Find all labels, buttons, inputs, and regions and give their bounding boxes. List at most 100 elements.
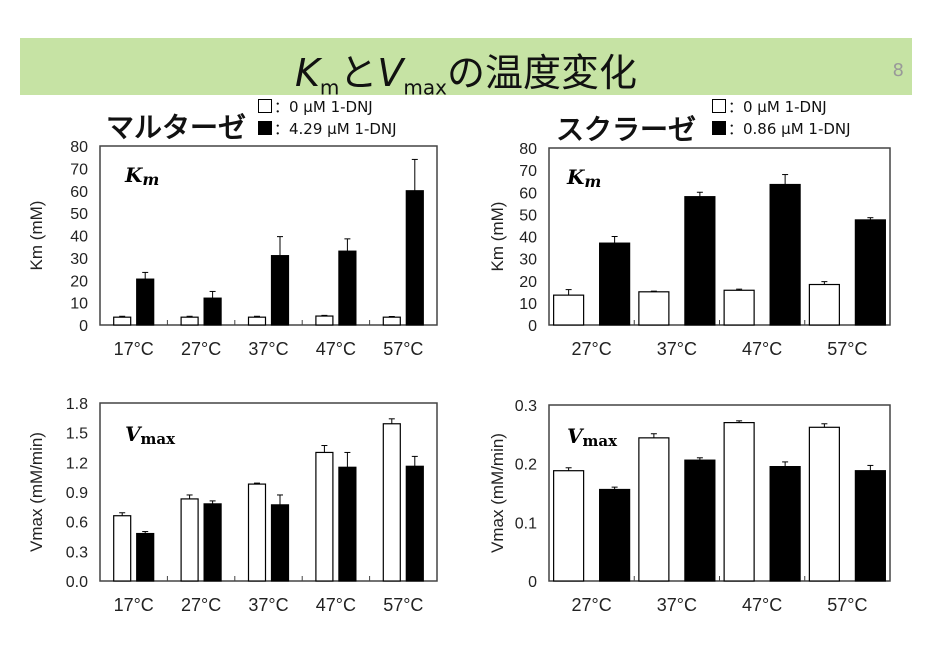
bar	[854, 219, 886, 326]
legend-swatch-white	[712, 99, 726, 113]
bar	[338, 466, 357, 582]
bar	[180, 498, 199, 582]
legend-left: ：0 μM 1-DNJ ：4.29 μM 1-DNJ	[258, 96, 397, 140]
bar	[684, 196, 716, 326]
x-tick-label: 27°C	[181, 339, 221, 359]
x-tick-label: 47°C	[316, 339, 356, 359]
plot-frame	[99, 402, 438, 582]
bar	[270, 504, 290, 582]
legend-swatch-black	[712, 121, 726, 135]
y-tick-label: 60	[519, 185, 537, 202]
y-tick-label: 0.2	[515, 457, 537, 474]
y-tick-label: 80	[519, 141, 537, 158]
bar	[638, 291, 670, 326]
y-axis-label: Km (mM)	[27, 201, 46, 271]
bar	[180, 316, 199, 326]
title-v: V	[377, 51, 404, 95]
y-tick-label: 0.1	[515, 515, 537, 532]
panel-label: Km	[124, 163, 159, 189]
bar	[136, 532, 155, 582]
panel-label: Km	[566, 165, 601, 191]
y-tick-label: 50	[70, 206, 88, 223]
y-tick-label: 0.3	[515, 398, 537, 415]
x-tick-label: 57°C	[827, 595, 867, 615]
x-tick-label: 47°C	[316, 595, 356, 615]
x-tick-label: 37°C	[657, 595, 697, 615]
title-k: K	[294, 51, 320, 95]
x-tick-label: 57°C	[383, 339, 423, 359]
bar	[723, 289, 755, 326]
bar	[247, 483, 267, 582]
y-tick-label: 30	[519, 252, 537, 269]
bar	[599, 488, 631, 582]
x-tick-label: 57°C	[827, 339, 867, 359]
bar	[136, 278, 155, 326]
x-tick-label: 27°C	[572, 339, 612, 359]
bar	[405, 465, 424, 582]
y-tick-label: 10	[519, 296, 537, 313]
y-tick-label: 70	[70, 161, 88, 178]
bar	[382, 316, 401, 326]
y-tick-label: 0.6	[66, 515, 88, 532]
bar	[769, 466, 801, 582]
y-tick-label: 20	[519, 274, 537, 291]
bar	[854, 470, 886, 582]
x-tick-label: 17°C	[114, 339, 154, 359]
y-tick-label: 1.5	[66, 426, 88, 443]
y-tick-label: 80	[70, 139, 88, 156]
y-tick-label: 0.3	[66, 544, 88, 561]
y-tick-label: 10	[70, 296, 88, 313]
legend-swatch-black	[258, 121, 272, 135]
y-tick-label: 1.2	[66, 455, 88, 472]
title-band: KmとVmaxの温度変化 8	[20, 38, 912, 100]
bar	[405, 190, 424, 326]
title-and: と	[339, 51, 378, 95]
legend-label: ：4.29 μM 1-DNJ	[274, 120, 397, 138]
y-tick-label: 0	[528, 318, 537, 335]
bar	[382, 423, 401, 582]
bar	[553, 294, 585, 326]
bar	[638, 437, 670, 582]
y-tick-label: 0.0	[66, 574, 88, 591]
bar	[599, 242, 631, 326]
page-number: 8	[892, 60, 904, 81]
y-tick-label: 1.8	[66, 396, 88, 413]
bar	[315, 315, 334, 326]
bar	[113, 515, 132, 582]
enzyme-title-right: スクラーゼ	[556, 113, 697, 146]
title-m: m	[319, 75, 340, 100]
bar	[203, 503, 222, 582]
bar	[247, 316, 267, 326]
y-tick-label: 0	[528, 574, 537, 591]
y-tick-label: 0.9	[66, 485, 88, 502]
bar	[723, 422, 755, 582]
x-tick-label: 37°C	[248, 339, 288, 359]
y-tick-label: 0	[79, 318, 88, 335]
x-tick-label: 47°C	[742, 595, 782, 615]
bar	[769, 183, 801, 326]
bar	[808, 426, 840, 582]
legend-label: ：0 μM 1-DNJ	[728, 98, 827, 116]
plot-frame	[99, 145, 438, 326]
title-max: max	[403, 75, 447, 100]
y-axis-label: Vmax (mM/min)	[488, 433, 507, 553]
x-tick-label: 37°C	[657, 339, 697, 359]
panel-label: Vmax	[567, 424, 618, 450]
slide-title: KmとVmaxの温度変化	[20, 42, 912, 100]
bar	[113, 316, 132, 326]
y-tick-label: 70	[519, 163, 537, 180]
panel-label: Vmax	[125, 422, 176, 448]
bar	[338, 250, 357, 326]
legend-swatch-white	[258, 99, 272, 113]
legend-label: ：0 μM 1-DNJ	[274, 98, 373, 116]
x-tick-label: 27°C	[181, 595, 221, 615]
y-tick-label: 30	[70, 251, 88, 268]
x-tick-label: 17°C	[114, 595, 154, 615]
x-tick-label: 57°C	[383, 595, 423, 615]
bar	[270, 255, 290, 326]
y-tick-label: 40	[70, 229, 88, 246]
y-tick-label: 50	[519, 207, 537, 224]
y-tick-label: 40	[519, 230, 537, 247]
y-tick-label: 20	[70, 273, 88, 290]
bar	[203, 297, 222, 326]
